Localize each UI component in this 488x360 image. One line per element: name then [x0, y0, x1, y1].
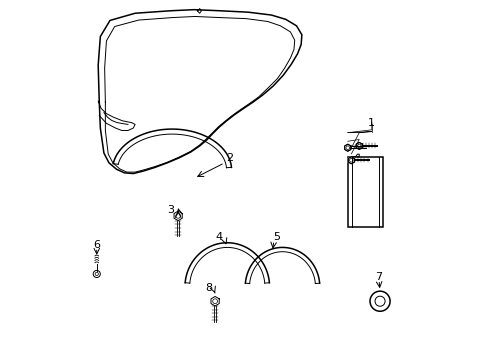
Text: 7: 7 — [375, 272, 382, 282]
Text: 2: 2 — [226, 153, 233, 163]
Polygon shape — [344, 144, 350, 151]
Text: 1: 1 — [367, 118, 374, 128]
Polygon shape — [347, 157, 354, 164]
Text: 5: 5 — [273, 232, 280, 242]
Polygon shape — [210, 297, 219, 306]
Polygon shape — [174, 211, 182, 221]
Text: 4: 4 — [215, 232, 223, 242]
Polygon shape — [355, 143, 362, 149]
Bar — [348, 157, 382, 226]
Text: 3: 3 — [167, 206, 174, 216]
Text: 8: 8 — [204, 283, 212, 293]
Text: 6: 6 — [93, 239, 100, 249]
